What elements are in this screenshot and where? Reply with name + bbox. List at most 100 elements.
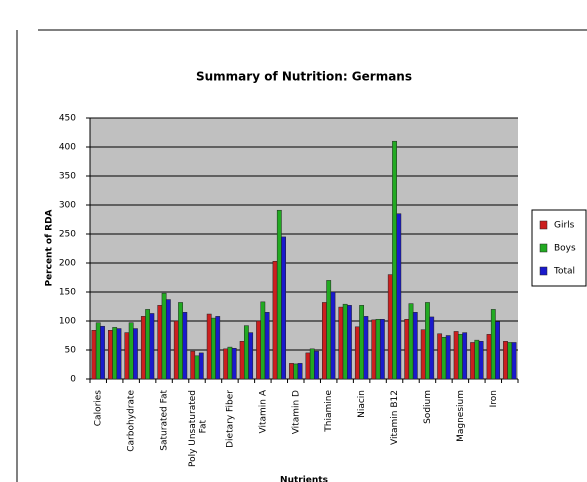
bar	[359, 305, 365, 380]
bar	[227, 346, 233, 380]
y-tick-label: 450	[59, 114, 76, 124]
y-tick-label: 350	[59, 172, 76, 182]
x-tick-label: Sodium	[423, 390, 433, 424]
bar	[276, 209, 282, 380]
legend-label: Total	[553, 267, 575, 277]
bar	[272, 261, 278, 380]
bar	[338, 306, 344, 380]
bar	[231, 348, 237, 380]
bar	[140, 316, 146, 380]
y-tick-label: 100	[59, 317, 76, 327]
bar	[437, 333, 443, 380]
legend-label: Boys	[554, 244, 576, 254]
bar	[507, 342, 513, 380]
bar	[178, 302, 183, 380]
bar	[375, 319, 381, 380]
bar	[354, 326, 360, 380]
y-tick-label: 250	[59, 230, 76, 240]
bar	[133, 328, 138, 380]
bar	[260, 301, 266, 380]
bar	[445, 335, 451, 380]
bar	[412, 312, 418, 380]
bar	[486, 334, 492, 380]
x-axis-title: Nutrients	[280, 476, 328, 482]
x-tick-label: Saturated Fat	[160, 390, 170, 451]
y-tick-label: 300	[59, 201, 76, 211]
bar	[470, 342, 475, 380]
bar	[474, 339, 480, 380]
bar	[281, 236, 286, 380]
x-tick-label: Magnesium	[456, 390, 466, 442]
bar	[256, 320, 261, 380]
bar	[157, 305, 163, 380]
legend-label: Girls	[554, 221, 575, 231]
bar	[511, 342, 517, 380]
bar	[149, 313, 155, 380]
bar	[478, 341, 484, 380]
x-tick-label: Iron	[489, 390, 499, 407]
bar	[248, 332, 254, 380]
bar	[211, 317, 216, 380]
bar	[363, 316, 369, 380]
bar	[297, 363, 303, 380]
bar	[124, 332, 130, 380]
bar	[322, 302, 327, 380]
bar	[116, 328, 122, 380]
bar	[495, 321, 500, 380]
bar	[289, 363, 294, 380]
bar	[379, 319, 385, 380]
bar	[198, 352, 204, 380]
bar	[387, 274, 393, 380]
bar	[206, 313, 212, 380]
x-tick-label: Vitamin A	[258, 389, 268, 433]
bar	[173, 320, 179, 380]
bar	[342, 303, 348, 380]
bar	[165, 299, 171, 380]
bar	[326, 280, 332, 380]
bar	[215, 316, 221, 380]
bar	[305, 352, 311, 380]
bar	[462, 332, 468, 380]
bar	[425, 302, 430, 380]
bar	[371, 319, 377, 380]
bar	[194, 355, 200, 380]
x-tick-label: Carbohydrate	[127, 390, 137, 452]
x-tick-label: Dietary Fiber	[225, 390, 235, 448]
bar	[293, 363, 299, 380]
bar	[239, 341, 245, 380]
y-axis-title: Percent of RDA	[45, 209, 55, 286]
y-tick-label: 0	[70, 375, 76, 385]
bar	[190, 350, 196, 380]
bar	[408, 303, 414, 380]
bar	[223, 348, 229, 380]
chart-title: Summary of Nutrition: Germans	[196, 70, 412, 84]
bar	[429, 316, 435, 380]
x-tick-label: Vitamin D	[291, 390, 301, 434]
legend-swatch	[539, 243, 548, 253]
y-tick-label: 50	[65, 346, 77, 356]
x-tick-label: Poly UnsaturatedFat	[188, 390, 208, 467]
bar	[161, 292, 167, 380]
bar	[347, 305, 352, 380]
bar	[128, 322, 134, 380]
bar	[490, 309, 496, 380]
y-tick-label: 150	[59, 288, 76, 298]
bar	[95, 322, 101, 380]
bar	[420, 329, 426, 380]
bar	[330, 291, 336, 380]
bar	[457, 334, 463, 380]
y-tick-label: 200	[59, 259, 76, 269]
bar	[392, 140, 397, 380]
legend-swatch	[539, 220, 548, 230]
bar	[112, 327, 118, 380]
x-tick-label: Thiamine	[324, 390, 334, 433]
bar	[264, 312, 270, 380]
bar	[145, 309, 151, 380]
bar	[314, 350, 319, 380]
bar	[441, 336, 447, 380]
x-tick-label: Calories	[94, 390, 104, 427]
bar	[243, 325, 249, 380]
bar	[91, 330, 97, 380]
legend-swatch	[539, 266, 548, 276]
